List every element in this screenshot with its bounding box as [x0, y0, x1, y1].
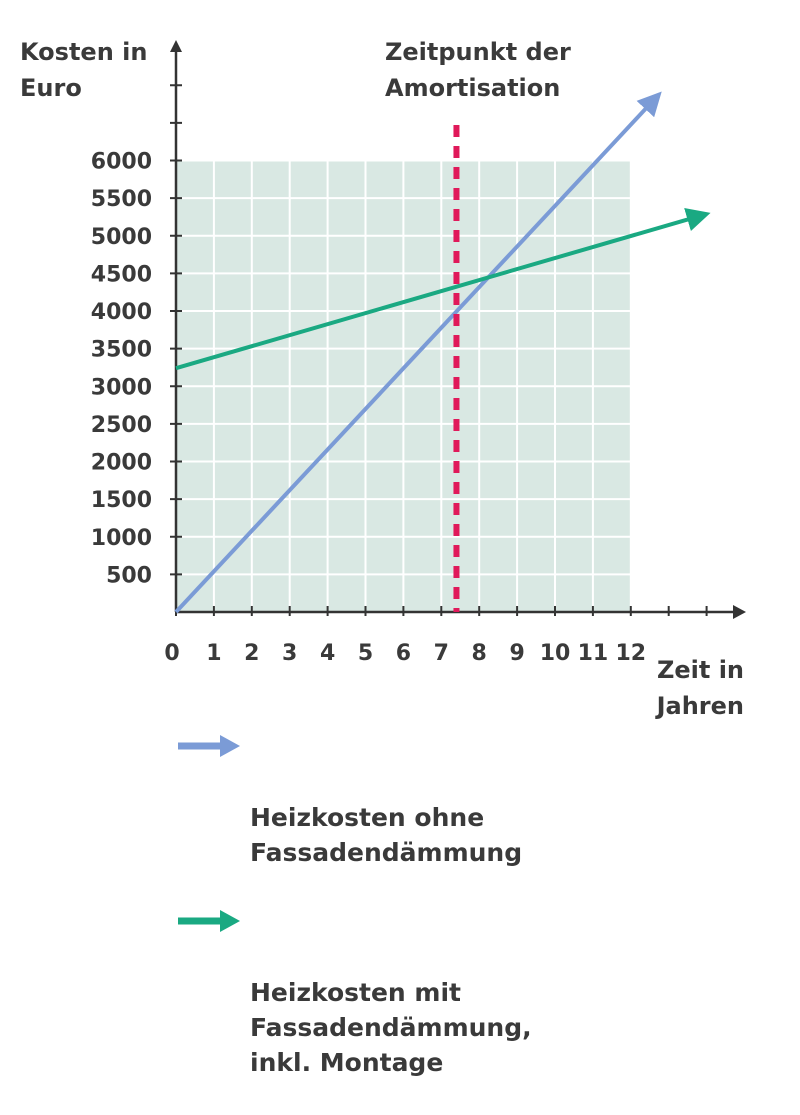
series-line-ohne	[174, 91, 662, 614]
legend-label-ohne: Heizkosten ohne Fassadendämmung	[250, 803, 523, 867]
y-axis-label: Kosten in Euro	[20, 38, 147, 102]
y-tick-label: 4500	[91, 262, 152, 287]
x-axis-arrow-icon	[733, 605, 746, 619]
y-tick-label: 2500	[91, 413, 152, 438]
legend-item-mit: Heizkosten mit Fassadendämmung, inkl. Mo…	[176, 905, 532, 1080]
legend-label-mit: Heizkosten mit Fassadendämmung, inkl. Mo…	[250, 978, 532, 1077]
y-axis-arrow-icon	[170, 40, 182, 52]
series-line-mit	[175, 208, 711, 371]
x-tick-label: 4	[320, 641, 335, 666]
x-tick-label: 11	[578, 641, 609, 666]
y-tick-label: 6000	[91, 150, 152, 175]
y-tick-label: 4000	[91, 300, 152, 325]
grid	[176, 159, 632, 612]
series-lines	[174, 91, 711, 614]
x-tick-label: 10	[540, 641, 571, 666]
y-tick-label: 5000	[91, 225, 152, 250]
y-tick-label: 5500	[91, 187, 152, 212]
x-tick-label: 0	[164, 641, 179, 666]
legend: Heizkosten ohne Fassadendämmung Heizkost…	[176, 695, 532, 1115]
x-axis-label: Zeit in Jahren	[655, 656, 744, 720]
y-tick-label: 500	[106, 563, 152, 588]
x-tick-label: 3	[282, 641, 297, 666]
chart: 0 1 2 3 4 5 6 7 8 9 10 11 12500100015002000250030003…	[20, 38, 746, 720]
legend-item-ohne: Heizkosten ohne Fassadendämmung	[176, 730, 532, 870]
axis-labels: 0 1 2 3 4 5 6 7 8 9 10 11 12500100015002000250030003…	[20, 38, 744, 720]
y-tick-label: 3000	[91, 375, 152, 400]
y-tick-label: 3500	[91, 338, 152, 363]
x-tick-label: 9	[509, 641, 524, 666]
x-tick-label: 2	[244, 641, 259, 666]
x-tick-label: 7	[434, 641, 449, 666]
x-tick-label: 8	[472, 641, 487, 666]
x-tick-label: 6	[396, 641, 411, 666]
y-tick-label: 2000	[91, 451, 152, 476]
x-tick-label: 12	[615, 641, 646, 666]
y-tick-label: 1500	[91, 488, 152, 513]
y-tick-label: 1000	[91, 526, 152, 551]
x-tick-label: 5	[358, 641, 373, 666]
legend-arrow-green-icon	[178, 910, 240, 932]
amortisation-annotation: Zeitpunkt der Amortisation	[385, 38, 571, 102]
x-tick-label: 1	[206, 641, 221, 666]
legend-arrow-blue-icon	[178, 735, 240, 757]
